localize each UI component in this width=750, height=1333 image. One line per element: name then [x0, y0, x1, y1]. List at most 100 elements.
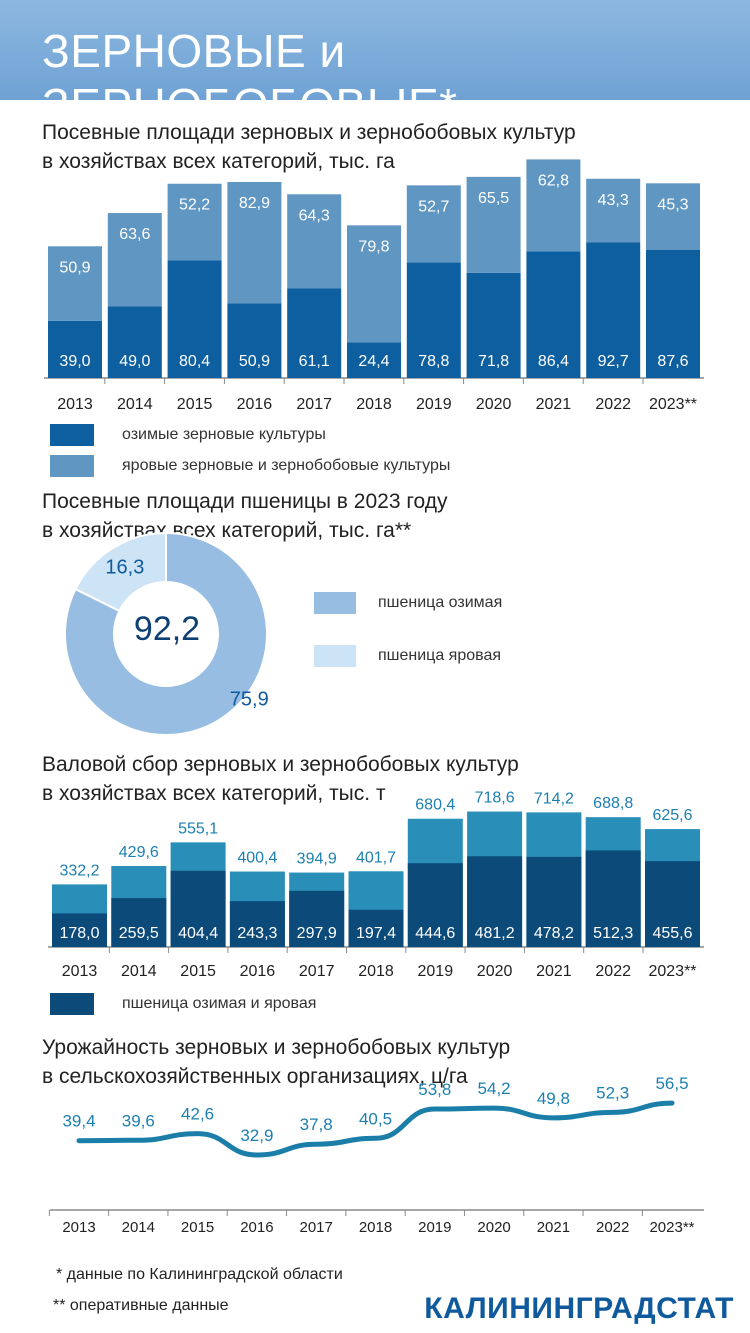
label-winter-2021: 86,4	[538, 353, 569, 370]
bar-winter-2018	[347, 342, 401, 378]
footnote-2: ** оперативные данные	[53, 1297, 229, 1314]
harvest-chart: 178,0 332,2 2013 259,5 429,6 2014 404,4 555,1 20…	[48, 790, 704, 980]
bar-spring-2017	[287, 194, 342, 289]
chart1-xtick-2014: 2014	[117, 396, 153, 413]
label-wheat-2022: 512,3	[593, 925, 633, 942]
label-total-2013: 332,2	[59, 862, 99, 879]
label-winter-2013: 39,0	[59, 353, 90, 370]
chart4-xtick-2016: 2016	[240, 1219, 273, 1236]
bar-wheat-2023**	[645, 861, 700, 947]
label-total-2017: 394,9	[297, 851, 337, 868]
legend-label-wheat-spring: пшеница яровая	[378, 647, 502, 664]
bar-wheat-2013	[52, 913, 107, 947]
label-spring-2014: 63,6	[119, 226, 150, 243]
chart1-title-line-1: Посевные площади зерновых и зернобобовых…	[42, 121, 576, 144]
label-total-2014: 429,6	[119, 844, 159, 861]
bar-wheat-2014	[111, 898, 167, 947]
label-total-2023**: 625,6	[652, 807, 692, 824]
label-spring-2022: 43,3	[598, 192, 629, 209]
bar-spring-2023**	[646, 183, 700, 250]
label-winter-2017: 61,1	[299, 353, 330, 370]
chart3-title-line-1: Валовой сбор зерновых и зернобобовых кул…	[42, 753, 519, 776]
label-wheat-2015: 404,4	[178, 925, 218, 942]
legend-label-wheat-harvest: пшеница озимая и яровая	[122, 995, 317, 1012]
label-total-2021: 714,2	[534, 790, 574, 807]
label-winter-2022: 92,7	[598, 353, 629, 370]
bar-spring-2014	[107, 213, 162, 307]
chart4-xtick-2020: 2020	[477, 1219, 510, 1236]
page-title: ЗЕРНОВЫЕ и ЗЕРНОБОБОВЫЕ*	[42, 25, 458, 131]
page-header: ЗЕРНОВЫЕ и ЗЕРНОБОБОВЫЕ*	[0, 0, 750, 131]
label-winter-2016: 50,9	[239, 353, 270, 370]
label-total-2015: 555,1	[178, 820, 218, 837]
bar-spring-2022	[586, 178, 641, 243]
bar-winter-2017	[287, 288, 342, 378]
chart1-xtick-2018: 2018	[356, 396, 392, 413]
bar-winter-2021	[526, 251, 581, 378]
legend-swatch-spring	[50, 455, 94, 477]
label-spring-2021: 62,8	[538, 172, 569, 189]
bar-winter-2013	[48, 320, 102, 378]
label-winter-2019: 78,8	[418, 353, 449, 370]
chart4-xtick-2019: 2019	[418, 1219, 451, 1236]
chart3-xtick-2021: 2021	[536, 963, 572, 980]
bar-wheat-2021	[526, 856, 582, 947]
bar-winter-2020	[466, 272, 521, 378]
label-wheat-2016: 243,3	[237, 925, 277, 942]
bar-spring-2015	[167, 183, 222, 261]
label-total-2020: 718,6	[475, 790, 515, 807]
yield-chart: 39,4 39,6 42,6 32,9 37,8 40,5 53,8 54,2 49,8 52,3…	[48, 1074, 704, 1236]
chart1-legend-winter: озимые зерновые культуры	[50, 424, 326, 446]
bar-winter-2016	[227, 303, 282, 378]
label-wheat-2021: 478,2	[534, 925, 574, 942]
donut-slice-0	[64, 531, 268, 736]
bar-wheat-2022	[585, 850, 641, 947]
yield-label-2015: 42,6	[181, 1105, 214, 1124]
label-wheat-2020: 481,2	[475, 925, 515, 942]
chart1-xtick-2017: 2017	[296, 396, 332, 413]
legend-swatch-wheat-winter	[314, 592, 356, 614]
chart3-xtick-2023**: 2023**	[648, 963, 696, 980]
label-wheat-2018: 197,4	[356, 925, 396, 942]
bar-winter-2015	[167, 260, 222, 378]
label-winter-2015: 80,4	[179, 353, 210, 370]
chart4-title-line-2: в сельскохозяйственных организациях, ц/г…	[42, 1065, 468, 1088]
bar-wheat-2015	[170, 870, 226, 947]
label-wheat-2017: 297,9	[297, 925, 337, 942]
label-total-2022: 688,8	[593, 795, 633, 812]
legend-label-wheat-winter: пшеница озимая	[378, 594, 503, 611]
yield-label-2018: 40,5	[359, 1109, 392, 1128]
chart1-xtick-2016: 2016	[237, 396, 273, 413]
label-spring-2017: 64,3	[299, 207, 330, 224]
legend-label-winter: озимые зерновые культуры	[122, 426, 326, 443]
chart1-xtick-2020: 2020	[476, 396, 512, 413]
chart4-xtick-2015: 2015	[181, 1219, 214, 1236]
label-spring-2020: 65,5	[478, 190, 509, 207]
brand-logo-text: КАЛИНИНГРАДСТАТ	[424, 1292, 734, 1325]
bar-winter-2022	[586, 242, 641, 378]
chart3-xtick-2019: 2019	[418, 963, 454, 980]
pie-legend-winter: пшеница озимая	[314, 592, 502, 614]
chart4-title: Урожайность зерновых и зернобобовых куль…	[42, 1033, 510, 1091]
chart4-xtick-2013: 2013	[62, 1219, 95, 1236]
yield-label-2023**: 56,5	[655, 1074, 688, 1093]
label-total-2019: 680,4	[415, 797, 455, 814]
chart1-xtick-2022: 2022	[595, 396, 631, 413]
legend-swatch-wheat-spring	[314, 645, 356, 667]
label-winter-2020: 71,8	[478, 353, 509, 370]
pie-legend-spring: пшеница яровая	[314, 645, 501, 667]
sown-area-chart: 39,0 50,9 2013 49,0 63,6 2014 80,4 52,2 2015 50,9…	[44, 159, 704, 413]
chart2-title: Посевные площади пшеницы в 2023 году в х…	[42, 487, 448, 545]
donut-slice-1	[74, 531, 167, 613]
legend-swatch-winter	[50, 424, 94, 446]
label-total-2016: 400,4	[237, 850, 277, 867]
bar-spring-2013	[48, 246, 102, 321]
bar-wheat-2017	[289, 890, 345, 947]
label-spring-2013: 50,9	[59, 259, 90, 276]
chart1-xtick-2013: 2013	[57, 396, 93, 413]
chart4-xtick-2023**: 2023**	[649, 1219, 694, 1236]
yield-line	[76, 1100, 675, 1158]
chart3-xtick-2018: 2018	[358, 963, 394, 980]
chart1-xtick-2019: 2019	[416, 396, 452, 413]
bar-wheat-2019	[407, 863, 463, 947]
